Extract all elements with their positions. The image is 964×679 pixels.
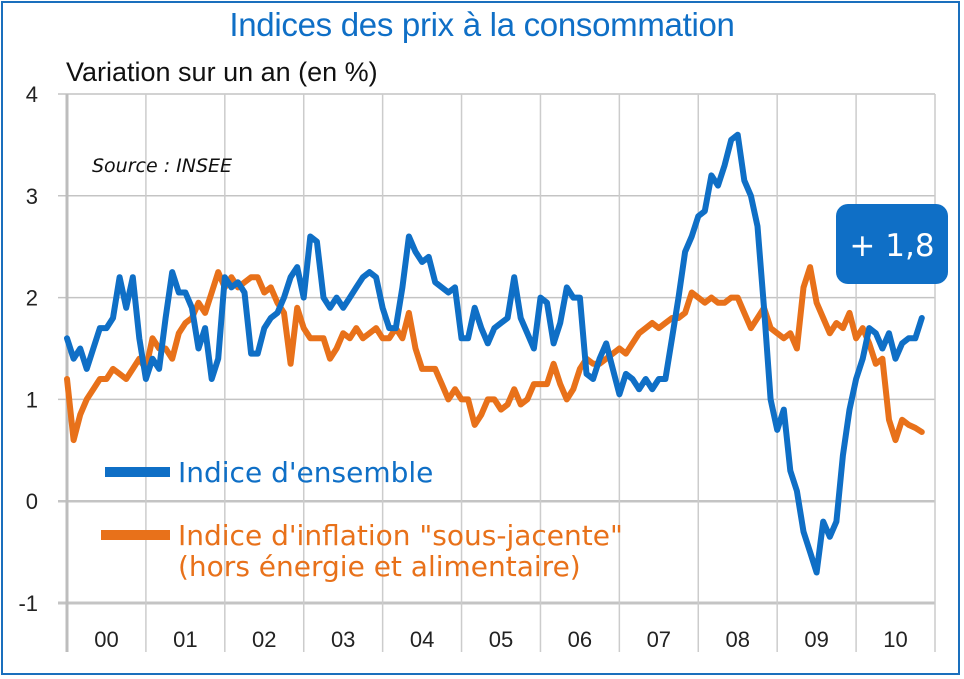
x-tick-label: 08 <box>725 627 749 652</box>
grid <box>58 93 936 652</box>
x-tick-label: 00 <box>94 627 118 652</box>
legend-swatch-sous-jacente <box>101 530 170 540</box>
x-tick-label: 05 <box>489 627 513 652</box>
y-tick-label: 2 <box>26 286 38 311</box>
x-tick-label: 06 <box>568 627 592 652</box>
x-tick-label: 01 <box>173 627 197 652</box>
x-tick-label: 04 <box>410 627 434 652</box>
legend-item-ensemble: Indice d'ensemble <box>105 456 433 489</box>
y-tick-label: 3 <box>26 184 38 209</box>
annotation-label: + 1,8 <box>849 228 934 264</box>
legend-swatch-ensemble <box>105 467 170 477</box>
legend-label-sous-jacente-line2: (hors énergie et alimentaire) <box>178 550 581 583</box>
legend-item-sous-jacente: Indice d'inflation "sous-jacente" (hors … <box>101 519 623 583</box>
legend-label-ensemble: Indice d'ensemble <box>178 456 433 489</box>
y-tick-label: 1 <box>26 387 38 412</box>
annotation-badge: + 1,8 <box>836 204 948 284</box>
x-tick-label: 07 <box>647 627 671 652</box>
series-line-sous-jacente <box>64 264 925 444</box>
x-tick-label: 09 <box>804 627 828 652</box>
legend: Indice d'ensemble Indice d'inflation "so… <box>101 456 623 583</box>
series-line-ensemble <box>64 131 925 576</box>
y-tick-label: 4 <box>26 82 38 107</box>
legend-label-sous-jacente-line1: Indice d'inflation "sous-jacente" <box>178 519 623 552</box>
chart-title: Indices des prix à la consommation <box>229 6 735 43</box>
y-axis: -1 0 1 2 3 4 <box>18 82 38 616</box>
y-tick-label: -1 <box>18 591 38 616</box>
x-tick-label: 03 <box>331 627 355 652</box>
x-axis: 00 01 02 03 04 05 06 07 08 09 10 <box>94 627 908 652</box>
chart-subtitle: Variation sur un an (en %) <box>66 57 378 87</box>
y-tick-label: 0 <box>26 489 38 514</box>
x-tick-label: 10 <box>883 627 907 652</box>
x-tick-label: 02 <box>252 627 276 652</box>
series-group <box>64 131 925 576</box>
source-note: Source : INSEE <box>92 155 232 177</box>
annotation-box <box>836 204 948 284</box>
